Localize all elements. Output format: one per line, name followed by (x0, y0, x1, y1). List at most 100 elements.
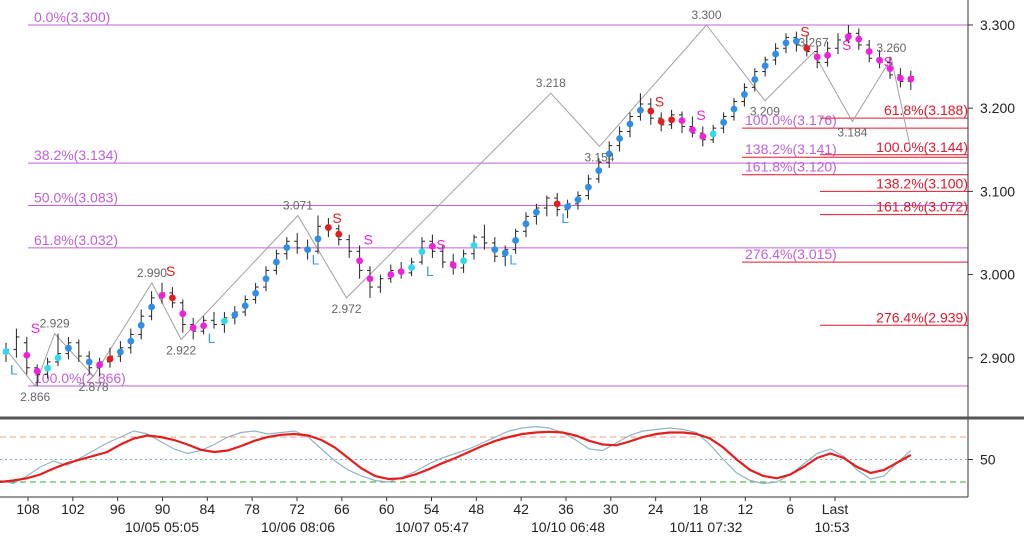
fib-projection-label: 276.4%(2.939) (876, 309, 968, 325)
time-tick-label: 24 (648, 501, 664, 517)
trend-dot (325, 224, 332, 231)
trend-dot (148, 303, 156, 311)
trend-dot (595, 167, 603, 174)
trend-dot (366, 275, 374, 283)
trend-dot (813, 53, 821, 61)
time-tick-label: 102 (61, 501, 85, 517)
fib-projection-label: 138.2%(3.100) (876, 175, 968, 191)
trend-dot (689, 126, 696, 134)
swing-label: 2.878 (79, 380, 109, 394)
zigzag-line (5, 24, 912, 388)
trend-dot (106, 355, 114, 363)
zigzag-layer (5, 24, 912, 388)
trend-dot (897, 74, 904, 82)
trend-dot (824, 51, 831, 59)
trend-dot (200, 322, 208, 330)
trend-dot (429, 242, 436, 250)
short-signal: S (884, 54, 893, 70)
fib-projection-label: 161.8%(3.120) (745, 159, 837, 175)
long-signal: L (426, 263, 434, 279)
trend-dot (137, 321, 145, 329)
time-axis: 108 102 96 90 84 78 72 66 60 54 48 42 36 30 24 18 12 6 Las… (16, 497, 850, 535)
trend-dot (169, 294, 176, 302)
date-label: 10/05 05:05 (125, 519, 199, 535)
price-axis: 3.300 3.200 3.100 3.000 2.900 (968, 17, 1015, 366)
fib-projection-label: 100.0%(3.144) (876, 139, 968, 155)
fib-retracement-label: 38.2%(3.134) (34, 147, 118, 163)
time-tick-label: 12 (738, 501, 754, 517)
fib-projection-label: 61.8%(3.188) (884, 102, 968, 118)
fib-retracement-label: 100.0%(2.866) (34, 370, 126, 386)
swing-label: 3.267 (798, 35, 828, 49)
trend-dot (720, 118, 727, 126)
short-signal: S (842, 37, 851, 53)
osc-tick-label: 50 (980, 452, 996, 468)
chart-frame (0, 0, 1024, 498)
trend-dot (533, 208, 540, 216)
short-signal: S (166, 263, 175, 279)
trend-dot (449, 261, 457, 269)
ohlc-bar (315, 215, 321, 254)
short-signal: S (31, 320, 40, 336)
trend-dot (501, 249, 509, 257)
trend-dot (335, 230, 343, 238)
price-tick-label: 3.300 (980, 17, 1015, 33)
trend-dot (585, 183, 592, 191)
date-label: 10/06 08:06 (261, 519, 335, 535)
trend-dot (460, 257, 467, 265)
fib-projection-label: 100.0%(3.176) (745, 112, 837, 128)
trend-dot (2, 348, 10, 355)
swing-label: 2.929 (40, 317, 70, 331)
trend-dot (751, 76, 759, 83)
trend-dot (96, 361, 103, 369)
swing-label: 2.866 (20, 390, 50, 404)
trend-dot (408, 264, 415, 271)
time-tick-label: 60 (379, 501, 395, 517)
time-tick-label: Last (822, 501, 849, 517)
trend-dot (782, 39, 790, 47)
swing-labels: 2.929 2.866 2.878 2.990 2.922 3.071 2.972 3.218… (20, 8, 907, 404)
fib-retracement-label: 50.0%(3.083) (34, 190, 118, 206)
short-signal: S (436, 237, 445, 253)
ohlc-bar (481, 224, 488, 250)
osc-fast-line (0, 430, 912, 484)
trend-dot (314, 235, 322, 243)
time-tick-label: 18 (693, 501, 709, 517)
short-signal: S (696, 107, 705, 123)
trend-dot (304, 246, 311, 254)
time-tick-label: 54 (424, 501, 440, 517)
date-label: 10:53 (814, 519, 849, 535)
trend-dot (886, 65, 894, 73)
trend-dot (876, 56, 883, 64)
swing-label: 3.300 (691, 8, 721, 22)
trend-dot (761, 62, 769, 70)
trend-dot (793, 37, 800, 45)
ohlc-bar (75, 339, 82, 362)
short-signal: S (364, 232, 373, 248)
time-tick-label: 84 (200, 501, 216, 517)
price-tick-label: 3.200 (980, 100, 1015, 116)
trend-dot (418, 248, 426, 256)
time-tick-label: 42 (513, 501, 529, 517)
trend-dot (273, 258, 280, 266)
trend-dot (699, 133, 707, 140)
price-tick-label: 3.000 (980, 267, 1015, 283)
oscillator-panel (0, 425, 968, 485)
ohlc-bar (13, 328, 20, 358)
fib-lines: 0.0%(3.300) 38.2%(3.134) 50.0%(3.083) 61.8%… (28, 9, 968, 387)
short-signal: S (800, 24, 809, 40)
trend-dot (387, 271, 395, 278)
ohlc-bar (55, 333, 61, 367)
date-label: 10/10 06:48 (531, 519, 605, 535)
long-signal: L (208, 330, 216, 346)
trend-dot (647, 107, 655, 115)
trend-dot (512, 237, 519, 244)
osc-slow-line (0, 425, 912, 485)
trend-dot (803, 44, 811, 52)
time-tick-label: 48 (469, 501, 485, 517)
trend-dot (85, 358, 93, 366)
time-tick-label: 30 (603, 501, 619, 517)
short-signal: S (655, 93, 664, 109)
